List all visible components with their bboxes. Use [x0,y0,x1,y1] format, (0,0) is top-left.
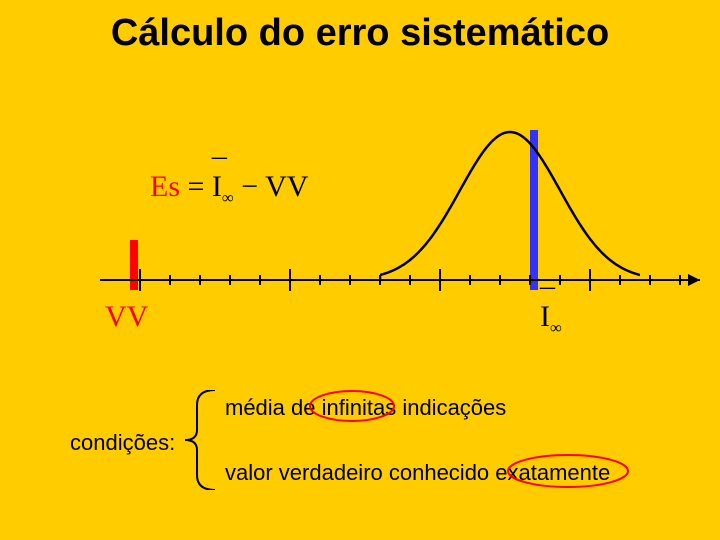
highlight-ellipses [0,0,720,540]
